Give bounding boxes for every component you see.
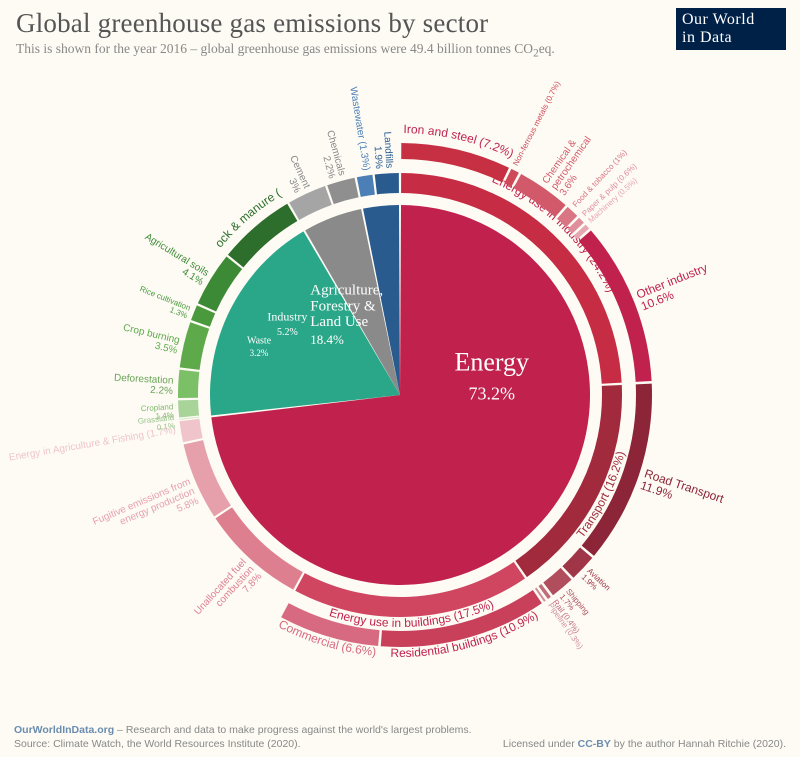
license-link[interactable]: CC-BY	[578, 738, 611, 750]
ring2-label: Agricultural soils4.1%	[137, 232, 210, 288]
ring2-label: Chemicals2.2%	[314, 129, 347, 180]
ring2-label: Deforestation2.2%	[113, 373, 174, 397]
ring2-label: Energy in Agriculture & Fishing (1.7%)	[8, 425, 176, 464]
owid-logo: Our World in Data	[676, 8, 786, 50]
svg-text:Waste: Waste	[247, 336, 272, 347]
ring2-seg	[327, 178, 358, 204]
ring2-seg	[375, 173, 399, 194]
ring2-label: Rice cultivation1.3%	[135, 284, 191, 320]
svg-text:5.2%: 5.2%	[277, 327, 298, 338]
footer-site-link[interactable]: OurWorldInData.org	[14, 724, 114, 736]
logo-line-2: in Data	[682, 29, 780, 47]
ring2-seg	[357, 175, 375, 197]
svg-text:Industry: Industry	[267, 309, 307, 323]
ring2-seg	[178, 370, 199, 398]
footer-license: Licensed under CC-BY by the author Hanna…	[503, 737, 786, 751]
footer-source: Source: Climate Watch, the World Resourc…	[14, 738, 301, 750]
ring2-seg	[178, 400, 199, 418]
ring2-label: Livestock & manure (5.8%)	[0, 60, 283, 250]
ring2-label: Cement3%	[278, 154, 312, 195]
svg-text:3.2%: 3.2%	[250, 348, 269, 358]
ring2-label: Fugitive emissions fromenergy production…	[91, 476, 200, 547]
ring3-label: Aviation1.9%	[580, 566, 613, 598]
chart-footer: OurWorldInData.org – Research and data t…	[14, 723, 786, 751]
ring2-label: Unallocated fuelcombustion7.8%	[192, 557, 264, 632]
footer-tagline: – Research and data to make progress aga…	[114, 724, 471, 736]
ghg-pie-chart: Energy 73.2% Agriculture,Forestry &Land Us…	[0, 60, 800, 720]
svg-text:73.2%: 73.2%	[469, 384, 516, 404]
svg-text:18.4%: 18.4%	[310, 332, 344, 347]
ring2-label: Crop burning3.5%	[120, 322, 181, 356]
ring3-label: Non-ferrous metals (0.7%)	[511, 79, 562, 167]
ring2-label: Landfills1.9%	[371, 131, 395, 169]
ring2-seg	[180, 419, 203, 442]
svg-text:Energy: Energy	[454, 347, 529, 376]
ring2-seg	[180, 322, 209, 370]
ring3-label: Other industry10.6%	[634, 261, 714, 314]
ring2-label: Wastewater (1.3%)	[347, 86, 371, 171]
svg-text:Agriculture,: Agriculture,	[310, 283, 383, 299]
ring3-label: Road Transport11.9%	[639, 466, 727, 518]
logo-line-1: Our World	[682, 11, 780, 29]
svg-text:Land Use: Land Use	[310, 314, 368, 330]
svg-text:Forestry &: Forestry &	[310, 298, 376, 314]
